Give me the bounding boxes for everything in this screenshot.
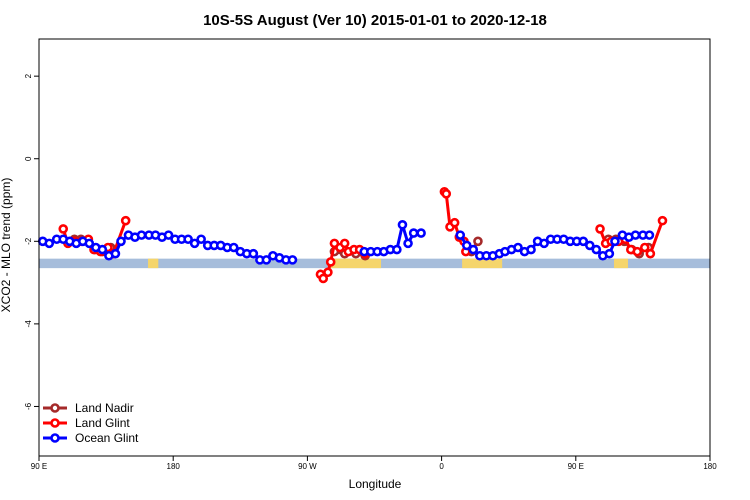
- data-point: [630, 230, 641, 240]
- data-point: [196, 234, 206, 245]
- plot-area: [37, 38, 711, 457]
- data-point: [461, 240, 472, 251]
- data-point: [610, 236, 620, 247]
- land-segment: [329, 258, 382, 269]
- x-tick-label: 90 W: [298, 462, 317, 471]
- data-point: [189, 238, 200, 249]
- y-axis: 2 0 -2 -4 -6: [24, 73, 39, 410]
- x-axis-label: Longitude: [349, 477, 402, 491]
- data-point: [58, 224, 69, 234]
- data-point: [645, 248, 656, 259]
- data-point: [323, 267, 333, 278]
- series-ocean-glint: [37, 219, 655, 265]
- data-point: [441, 189, 452, 199]
- data-point: [228, 242, 239, 253]
- x-tick-label: 180: [703, 462, 717, 471]
- data-point: [639, 242, 650, 253]
- data-point: [657, 215, 668, 226]
- series-line-segment: [444, 193, 452, 228]
- data-point: [110, 248, 121, 259]
- y-tick-label: -6: [24, 402, 33, 410]
- data-point: [526, 244, 536, 255]
- y-tick-label: 2: [24, 73, 33, 78]
- data-point: [392, 244, 402, 255]
- series-group: [37, 186, 668, 284]
- legend-marker: [50, 418, 60, 428]
- data-point: [397, 219, 408, 230]
- data-point: [416, 228, 426, 238]
- data-point: [632, 246, 643, 257]
- band-group: [39, 258, 710, 269]
- data-point: [183, 234, 193, 245]
- data-point: [578, 236, 589, 247]
- land-segment: [462, 258, 503, 269]
- data-point: [539, 238, 549, 249]
- data-point: [604, 248, 615, 259]
- legend-item: Ocean Glint: [43, 431, 139, 445]
- y-tick-label: -2: [24, 237, 33, 245]
- data-point: [248, 248, 259, 259]
- data-point: [644, 230, 655, 240]
- x-tick-label: 0: [439, 462, 444, 471]
- legend-label: Land Glint: [75, 416, 130, 430]
- y-axis-label: XCO2 - MLO trend (ppm): [0, 178, 13, 313]
- series-line-segment: [648, 220, 664, 255]
- y-tick-label: -4: [24, 320, 33, 328]
- data-point: [325, 257, 336, 267]
- chart-title: 10S-5S August (Ver 10) 2015-01-01 to 202…: [203, 12, 547, 29]
- x-tick-label: 90 E: [568, 462, 584, 471]
- data-point: [473, 236, 483, 247]
- data-point: [584, 240, 595, 251]
- data-point: [163, 230, 174, 240]
- data-point: [403, 238, 413, 249]
- legend-item: Land Nadir: [43, 401, 134, 415]
- data-point: [120, 215, 131, 226]
- data-point: [339, 238, 350, 249]
- data-point: [116, 236, 126, 247]
- data-point: [513, 242, 523, 253]
- data-point: [591, 244, 602, 255]
- data-point: [84, 238, 95, 249]
- x-tick-label: 180: [167, 462, 181, 471]
- y-tick-label: 0: [24, 156, 33, 161]
- land-segment: [614, 258, 628, 269]
- legend-label: Ocean Glint: [75, 431, 139, 445]
- data-point: [136, 230, 147, 240]
- data-point: [287, 255, 298, 265]
- data-point: [44, 238, 55, 249]
- data-point: [408, 228, 419, 238]
- legend-item: Land Glint: [43, 416, 130, 430]
- data-point: [595, 224, 605, 234]
- plot-frame: [38, 38, 711, 457]
- data-point: [318, 273, 329, 284]
- data-point: [449, 217, 460, 228]
- x-axis: 90 E 180 90 W 0 90 E 180: [31, 456, 717, 471]
- data-point: [455, 230, 466, 240]
- data-point: [468, 244, 479, 255]
- legend-marker: [50, 403, 60, 413]
- legend-label: Land Nadir: [75, 401, 134, 415]
- land-segment: [148, 258, 159, 269]
- data-point: [261, 255, 272, 265]
- x-tick-label: 90 E: [31, 462, 47, 471]
- data-point: [97, 244, 108, 255]
- legend-marker: [50, 433, 60, 443]
